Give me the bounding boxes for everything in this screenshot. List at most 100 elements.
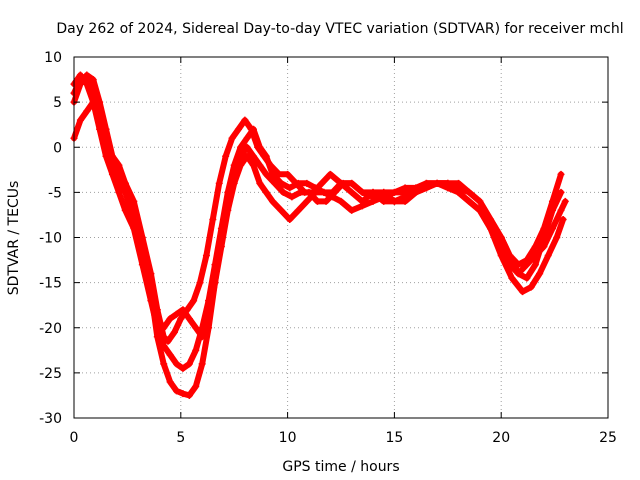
axis-ticks: 0 5 10 15 20 25 -30 -25 -20 -15 -10 -5 0 5 10	[39, 50, 617, 446]
data-point	[294, 206, 302, 214]
data-point	[166, 315, 174, 323]
data-point	[121, 188, 129, 196]
data-point	[553, 234, 561, 241]
data-point	[96, 116, 104, 124]
data-point	[548, 206, 556, 214]
data-point	[277, 179, 285, 187]
series-track-1	[70, 71, 569, 345]
data-point	[337, 197, 345, 205]
data-point	[76, 71, 84, 79]
data-point	[153, 324, 161, 332]
y-axis-label: SDTVAR / TECUs	[6, 181, 22, 296]
data-point	[557, 188, 565, 196]
data-point	[256, 143, 264, 151]
data-point	[422, 184, 430, 192]
data-point	[209, 215, 217, 223]
data-point	[277, 206, 285, 214]
data-point	[314, 197, 322, 205]
data-point	[217, 243, 225, 251]
data-point	[369, 197, 377, 205]
data-point	[328, 193, 336, 201]
data-point	[256, 161, 264, 169]
x-tick-label: 15	[385, 430, 403, 446]
data-point	[286, 215, 294, 223]
data-point	[115, 161, 123, 169]
data-point	[83, 107, 91, 115]
x-axis-label: GPS time / hours	[282, 459, 399, 475]
data-point	[557, 206, 565, 214]
data-point	[548, 224, 556, 232]
data-point	[269, 170, 277, 178]
data-point	[322, 197, 330, 205]
data-point	[269, 197, 277, 205]
data-point	[348, 179, 356, 187]
data-point	[185, 360, 193, 368]
data-point	[108, 161, 116, 169]
data-point	[83, 80, 91, 88]
data-point	[147, 288, 155, 296]
data-point	[160, 342, 168, 350]
series-line	[71, 73, 567, 399]
data-point	[243, 143, 251, 151]
x-tick-label: 25	[599, 430, 617, 446]
data-point	[523, 256, 531, 264]
y-tick-label: -15	[39, 276, 62, 292]
y-tick-label: -10	[39, 231, 62, 247]
data-point	[544, 252, 552, 260]
y-tick-label: 10	[44, 50, 62, 66]
data-point	[497, 234, 505, 241]
y-tick-label: -30	[39, 411, 62, 427]
data-point	[76, 116, 84, 124]
chart-title: Day 262 of 2024, Sidereal Day-to-day VTE…	[56, 21, 623, 37]
data-point	[230, 179, 238, 187]
data-point	[508, 274, 516, 282]
data-point	[196, 279, 204, 287]
data-point	[262, 188, 270, 196]
data-point	[179, 306, 187, 314]
data-point	[531, 243, 539, 251]
data-point	[192, 346, 200, 354]
data-point	[173, 310, 181, 318]
data-point	[497, 252, 505, 260]
data-point	[173, 360, 181, 368]
data-point	[249, 152, 257, 160]
data-point	[160, 360, 168, 368]
data-point	[205, 315, 213, 323]
data-point	[390, 197, 398, 205]
data-point	[303, 197, 311, 205]
data-point	[262, 152, 270, 160]
data-point	[311, 188, 319, 196]
data-point	[153, 315, 161, 323]
data-point	[279, 188, 287, 196]
data-point	[506, 252, 514, 260]
data-point	[412, 188, 420, 196]
data-point	[249, 161, 257, 169]
data-point	[190, 297, 198, 305]
data-point	[166, 378, 174, 386]
data-point	[241, 116, 249, 124]
data-point	[243, 152, 251, 160]
data-point	[557, 170, 565, 178]
data-point	[326, 170, 334, 178]
data-point	[318, 179, 326, 187]
data-point	[243, 134, 251, 142]
data-point	[444, 179, 452, 187]
data-point	[527, 283, 535, 291]
data-point	[198, 360, 206, 368]
data-point	[170, 328, 178, 336]
data-point	[215, 179, 223, 187]
data-point	[164, 337, 172, 345]
data-point	[262, 170, 270, 178]
x-tick-label: 20	[492, 430, 510, 446]
data-point	[166, 351, 174, 359]
data-point	[465, 197, 473, 205]
data-point	[476, 197, 484, 205]
x-tick-label: 5	[176, 430, 185, 446]
grid	[74, 57, 608, 418]
data-point	[540, 234, 548, 241]
data-point	[192, 382, 200, 390]
data-series	[70, 71, 569, 399]
data-point	[559, 215, 567, 223]
data-point	[519, 288, 527, 296]
